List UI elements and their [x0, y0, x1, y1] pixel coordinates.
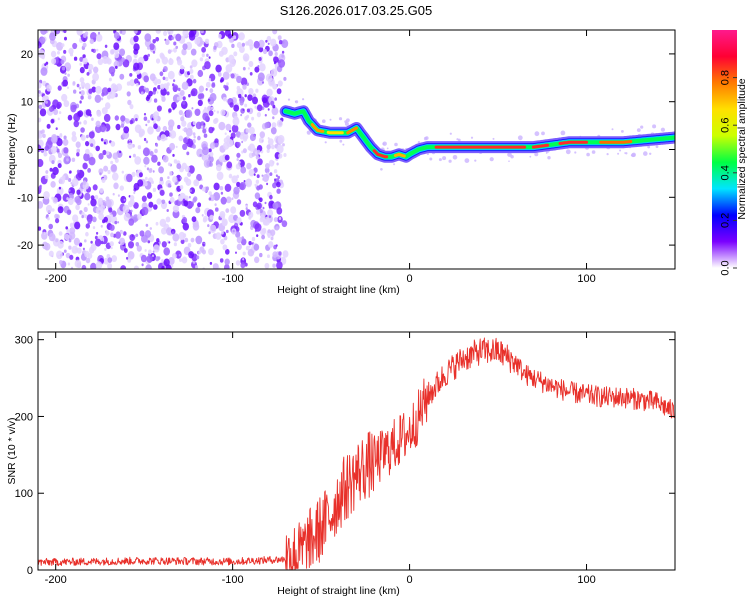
- spectrogram-ytick-label: -20: [17, 240, 33, 252]
- spectrogram-xlabel: Height of straight line (km): [277, 284, 400, 296]
- snr-ytick-label: 300: [15, 335, 33, 347]
- snr-ytick-label: 0: [27, 565, 33, 577]
- snr-frame: [37, 331, 676, 571]
- colorbar-label: Normalized spectral amplitude: [736, 78, 748, 219]
- colorbar-tick-label: 0.8: [720, 70, 732, 85]
- colorbar-gradient: [712, 30, 737, 268]
- snr-xtick-label: -100: [222, 574, 244, 586]
- colorbar-tick-label: 0.2: [720, 213, 732, 228]
- spectrogram-ytick-label: 10: [21, 97, 33, 109]
- figure-title: S126.2026.017.03.25.G05: [280, 3, 433, 18]
- spectrogram-ytick-label: 20: [21, 49, 33, 61]
- spectrogram-xtick-label: 0: [407, 273, 413, 285]
- spectrogram-xtick-label: -200: [45, 273, 67, 285]
- spectrogram-xtick-label: 100: [577, 273, 595, 285]
- colorbar-tick-label: 0.6: [720, 118, 732, 133]
- colorbar: 0.0 0.2 0.4 0.6 0.8 Normalized spectral ampli…: [712, 30, 748, 276]
- snr-ytick-label: 200: [15, 411, 33, 423]
- spectrogram-ridge: [279, 98, 675, 171]
- spectrogram-ylabel: Frequency (Hz): [6, 113, 18, 185]
- snr-ylabel: SNR (10 * v/v): [6, 417, 18, 484]
- snr-xlabel: Height of straight line (km): [277, 585, 400, 597]
- snr-xtick-label: 0: [407, 574, 413, 586]
- snr-series-line: [38, 337, 675, 570]
- snr-xtick-label: -200: [45, 574, 67, 586]
- colorbar-tick-label: 0.0: [720, 260, 732, 275]
- snr-ytick-label: 100: [15, 488, 33, 500]
- spectrogram-ytick-label: 0: [27, 145, 33, 157]
- snr-panel: -200 -100 0 100 0 100 200 300 Height of straight…: [6, 331, 676, 597]
- spectrogram-xtick-label: -100: [222, 273, 244, 285]
- colorbar-tick-label: 0.4: [720, 165, 732, 180]
- spectrogram-ytick-label: -10: [17, 192, 33, 204]
- spectrogram-plot-area: [38, 30, 675, 269]
- spectrogram-noise: [38, 30, 289, 269]
- snr-plot-area: [38, 337, 675, 570]
- snr-xtick-label: 100: [577, 574, 595, 586]
